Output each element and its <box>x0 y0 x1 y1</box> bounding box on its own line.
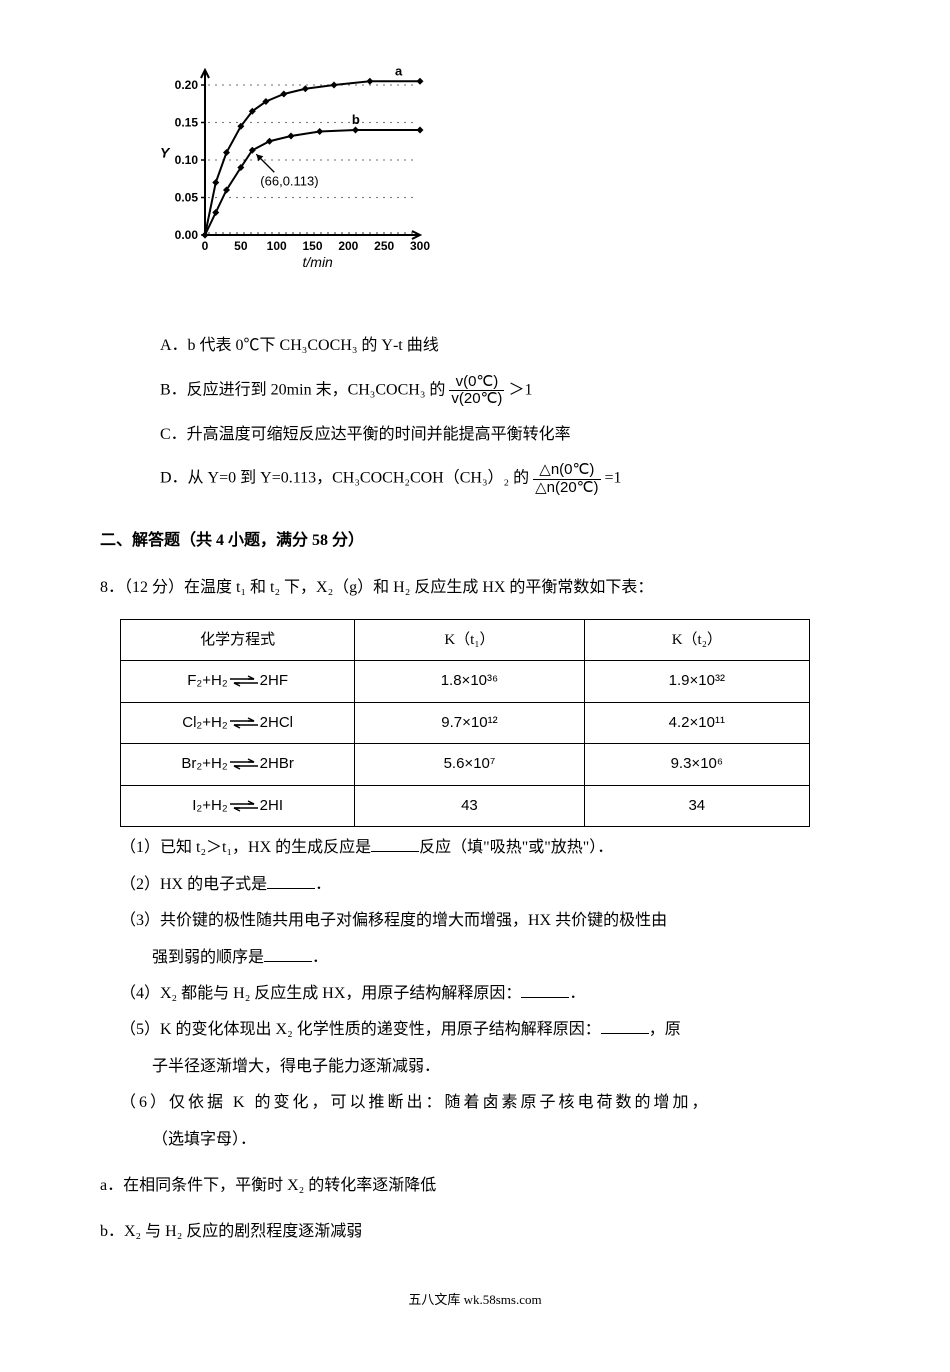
option-d: D．从 Y=0 到 Y=0.113，CH₃COCH₂COH（CH₃）₂ 的 △n… <box>160 462 850 496</box>
option-b-suffix: ＞1 <box>508 381 532 398</box>
frac-den: v(20℃) <box>449 391 504 408</box>
chart-container: 0.00 0.05 0.10 0.15 0.20 0 50 100 150 200 250 300 Yt… <box>150 60 850 301</box>
cell-k2: 1.9×10³² <box>584 661 809 703</box>
cell-equation: F₂+H₂2HF <box>121 661 355 703</box>
blank <box>264 945 312 962</box>
svg-text:150: 150 <box>302 239 322 253</box>
table-row: F₂+H₂2HF1.8×10³⁶1.9×10³² <box>121 661 810 703</box>
q8-1-b: 反应（填"吸热"或"放热"）． <box>419 839 613 856</box>
svg-text:300: 300 <box>410 239 430 253</box>
cell-equation: Cl₂+H₂2HCl <box>121 702 355 744</box>
option-d-fraction: △n(0℃) △n(20℃) <box>533 462 600 496</box>
frac-num: v(0℃) <box>449 374 504 392</box>
q8-option-b: b．X₂ 与 H₂ 反应的剧烈程度逐渐减弱 <box>100 1217 850 1247</box>
blank <box>371 835 419 852</box>
q8-option-a: a．在相同条件下，平衡时 X₂ 的转化率逐渐降低 <box>100 1171 850 1201</box>
svg-text:0.00: 0.00 <box>175 228 199 242</box>
table-header-row: 化学方程式 K（t₁） K（t₂） <box>121 619 810 661</box>
q8-4-a: （4）X₂ 都能与 H₂ 反应生成 HX，用原子结构解释原因： <box>120 985 521 1002</box>
q8-6: （6）仅依据 K 的变化，可以推断出：随着卤素原子核电荷数的增加， <box>120 1088 850 1118</box>
blank <box>267 872 315 889</box>
svg-text:250: 250 <box>374 239 394 253</box>
svg-text:50: 50 <box>234 239 248 253</box>
svg-text:Y: Y <box>160 145 171 161</box>
option-b: B．反应进行到 20min 末，CH₃COCH₃ 的 v(0℃) v(20℃) … <box>160 374 850 408</box>
option-a: A．b 代表 0℃下 CH₃COCH₃ 的 Y‑t 曲线 <box>160 331 850 361</box>
svg-text:0.15: 0.15 <box>175 116 199 130</box>
frac-num: △n(0℃) <box>533 462 600 480</box>
q8-4-b: ． <box>569 985 585 1002</box>
q8-3-b: 强到弱的顺序是 <box>152 949 264 966</box>
q8-3: （3）共价键的极性随共用电子对偏移程度的增大而增强，HX 共价键的极性由 <box>120 906 850 936</box>
option-d-prefix: D．从 Y=0 到 Y=0.113，CH₃COCH₂COH（CH₃）₂ 的 <box>160 470 529 487</box>
cell-k1: 9.7×10¹² <box>355 702 584 744</box>
cell-k2: 34 <box>584 785 809 827</box>
q8-3-c: ． <box>312 949 328 966</box>
option-b-fraction: v(0℃) v(20℃) <box>449 374 504 408</box>
cell-k1: 43 <box>355 785 584 827</box>
blank <box>601 1017 649 1034</box>
cell-k1: 5.6×10⁷ <box>355 744 584 786</box>
q8-1: （1）已知 t₂＞t₁，HX 的生成反应是 反应（填"吸热"或"放热"）． <box>120 833 850 863</box>
svg-text:t/min: t/min <box>303 254 334 270</box>
q8-5-a: （5）K 的变化体现出 X₂ 化学性质的递变性，用原子结构解释原因： <box>120 1021 601 1038</box>
q8-2: （2）HX 的电子式是 ． <box>120 870 850 900</box>
blank <box>521 981 569 998</box>
q8-2-b: ． <box>315 876 331 893</box>
q8-6-cont: （选填字母）． <box>120 1125 850 1155</box>
q8-2-a: （2）HX 的电子式是 <box>120 876 267 893</box>
option-b-prefix: B．反应进行到 20min 末，CH₃COCH₃ 的 <box>160 381 445 398</box>
svg-text:(66,0.113): (66,0.113) <box>260 173 318 188</box>
q8-subquestions: （1）已知 t₂＞t₁，HX 的生成反应是 反应（填"吸热"或"放热"）． （2）… <box>120 833 850 1155</box>
cell-equation: I₂+H₂2HI <box>121 785 355 827</box>
section2-title: 二、解答题（共 4 小题，满分 58 分） <box>100 526 850 556</box>
cell-equation: Br₂+H₂2HBr <box>121 744 355 786</box>
svg-text:a: a <box>395 63 403 78</box>
q8-5-b: ，原 <box>649 1021 681 1038</box>
svg-text:0.10: 0.10 <box>175 153 199 167</box>
q8-5: （5）K 的变化体现出 X₂ 化学性质的递变性，用原子结构解释原因： ，原 <box>120 1015 850 1045</box>
svg-text:100: 100 <box>267 239 287 253</box>
cell-k1: 1.8×10³⁶ <box>355 661 584 703</box>
question7-options: A．b 代表 0℃下 CH₃COCH₃ 的 Y‑t 曲线 B．反应进行到 20m… <box>160 331 850 496</box>
table-row: Cl₂+H₂2HCl9.7×10¹²4.2×10¹¹ <box>121 702 810 744</box>
cell-k2: 4.2×10¹¹ <box>584 702 809 744</box>
table-row: I₂+H₂2HI4334 <box>121 785 810 827</box>
y-t-chart: 0.00 0.05 0.10 0.15 0.20 0 50 100 150 200 250 300 Yt… <box>150 60 450 290</box>
svg-text:b: b <box>352 112 360 127</box>
svg-text:200: 200 <box>338 239 358 253</box>
q8-1-a: （1）已知 t₂＞t₁，HX 的生成反应是 <box>120 839 371 856</box>
page-footer: 五八文库 wk.58sms.com <box>100 1288 850 1313</box>
svg-text:0.20: 0.20 <box>175 78 199 92</box>
frac-den: △n(20℃) <box>533 480 600 497</box>
svg-text:0.05: 0.05 <box>175 191 199 205</box>
equilibrium-table: 化学方程式 K（t₁） K（t₂） F₂+H₂2HF1.8×10³⁶1.9×10… <box>120 619 810 828</box>
col-equation: 化学方程式 <box>121 619 355 661</box>
q8-5-cont: 子半径逐渐增大，得电子能力逐渐减弱． <box>120 1052 850 1082</box>
q8-stem: 8．（12 分）在温度 t₁ 和 t₂ 下，X₂（g）和 H₂ 反应生成 HX … <box>100 573 850 603</box>
q8-3-a: （3）共价键的极性随共用电子对偏移程度的增大而增强，HX 共价键的极性由 <box>120 912 667 929</box>
option-d-suffix: =1 <box>605 470 622 487</box>
table-row: Br₂+H₂2HBr5.6×10⁷9.3×10⁶ <box>121 744 810 786</box>
svg-text:0: 0 <box>202 239 209 253</box>
col-k1: K（t₁） <box>355 619 584 661</box>
cell-k2: 9.3×10⁶ <box>584 744 809 786</box>
col-k2: K（t₂） <box>584 619 809 661</box>
option-c: C．升高温度可缩短反应达平衡的时间并能提高平衡转化率 <box>160 420 850 450</box>
q8-3-cont: 强到弱的顺序是 ． <box>120 943 850 973</box>
q8-4: （4）X₂ 都能与 H₂ 反应生成 HX，用原子结构解释原因： ． <box>120 979 850 1009</box>
